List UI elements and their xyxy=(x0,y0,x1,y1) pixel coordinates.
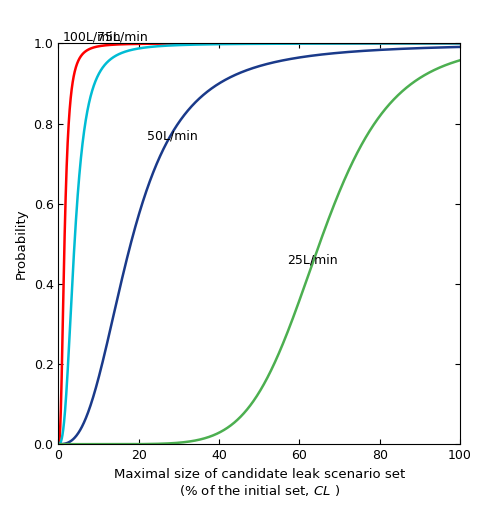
Text: 100L/min: 100L/min xyxy=(62,30,121,44)
Text: 75L/min: 75L/min xyxy=(96,30,148,44)
Y-axis label: Probability: Probability xyxy=(15,208,28,279)
X-axis label: Maximal size of candidate leak scenario set
(% of the initial set, $CL$ ): Maximal size of candidate leak scenario … xyxy=(113,468,405,498)
Text: 25L/min: 25L/min xyxy=(287,253,338,266)
Text: 50L/min: 50L/min xyxy=(147,129,198,142)
